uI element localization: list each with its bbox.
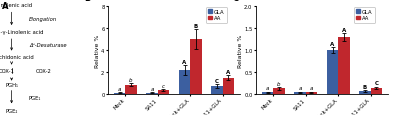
Text: a: a xyxy=(298,86,302,91)
Bar xyxy=(223,78,234,94)
Text: B: B xyxy=(194,24,198,29)
Bar xyxy=(273,89,285,94)
Text: A: A xyxy=(330,41,335,46)
Text: a: a xyxy=(118,86,121,91)
Text: Elongation: Elongation xyxy=(29,16,57,22)
Y-axis label: Relative %: Relative % xyxy=(95,34,100,67)
Y-axis label: Relative %: Relative % xyxy=(238,34,243,67)
Text: C: C xyxy=(374,81,378,86)
Text: A: A xyxy=(182,59,187,64)
Bar xyxy=(359,91,371,94)
Text: PGE₂: PGE₂ xyxy=(6,108,18,113)
Bar xyxy=(294,93,306,94)
Bar xyxy=(190,40,202,94)
Bar xyxy=(211,86,223,94)
Bar xyxy=(327,51,338,94)
Text: COX-2: COX-2 xyxy=(36,69,52,74)
Text: Δ⁵-Desaturase: Δ⁵-Desaturase xyxy=(29,42,66,47)
Text: C: C xyxy=(215,78,219,83)
Text: B: B xyxy=(363,84,367,89)
Legend: GLA, AA: GLA, AA xyxy=(354,8,374,23)
Text: Dihomo-γ-Linolenic acid: Dihomo-γ-Linolenic acid xyxy=(0,30,43,35)
Text: b: b xyxy=(277,81,281,86)
Bar xyxy=(146,93,158,94)
Legend: GLA, AA: GLA, AA xyxy=(206,8,226,23)
Text: A: A xyxy=(2,2,8,11)
Text: Arachidonic acid: Arachidonic acid xyxy=(0,55,34,60)
Text: a: a xyxy=(150,86,154,91)
Bar xyxy=(306,93,317,94)
Text: a: a xyxy=(310,86,313,91)
Text: PGE₁: PGE₁ xyxy=(29,95,41,100)
Text: b: b xyxy=(129,77,133,82)
Bar xyxy=(179,70,190,94)
Bar xyxy=(262,93,273,94)
Text: c: c xyxy=(162,83,165,88)
Bar xyxy=(158,91,169,94)
Text: A: A xyxy=(226,69,230,74)
Text: γ-Linolenic acid: γ-Linolenic acid xyxy=(0,3,32,8)
Text: COX-1: COX-1 xyxy=(0,69,15,74)
Text: PGH₁: PGH₁ xyxy=(5,82,18,87)
Text: B: B xyxy=(84,0,91,3)
Text: A: A xyxy=(342,27,346,32)
Text: C: C xyxy=(232,0,238,3)
Bar xyxy=(114,93,125,94)
Text: a: a xyxy=(266,86,269,91)
Bar xyxy=(125,85,137,94)
Bar xyxy=(371,88,382,94)
Bar xyxy=(338,37,350,94)
